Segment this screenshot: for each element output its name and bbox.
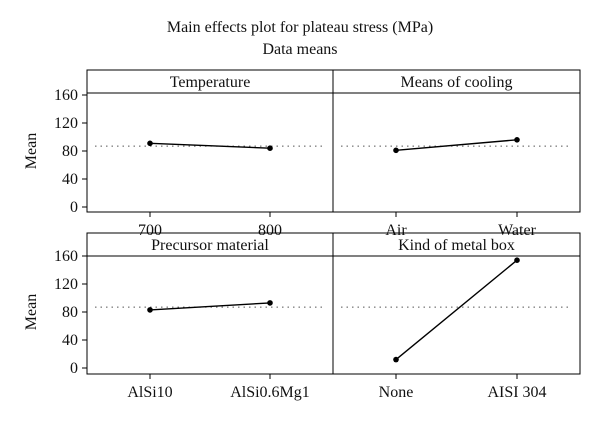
y-tick-label: 80 <box>62 304 78 321</box>
y-tick-label: 0 <box>70 199 78 216</box>
data-point <box>393 356 399 363</box>
panel-header-label: Kind of metal box <box>398 237 515 254</box>
panel-header-label: Temperature <box>170 74 251 91</box>
y-tick-label: 160 <box>54 248 78 265</box>
data-point <box>393 147 399 154</box>
x-tick-label: AISI 304 <box>487 384 546 401</box>
data-point <box>514 137 520 143</box>
x-tick-label: None <box>379 384 414 401</box>
x-tick-label: 800 <box>258 222 282 239</box>
data-point <box>267 300 273 306</box>
series-line <box>149 142 271 149</box>
y-tick-label: 80 <box>62 143 78 160</box>
panel-frame <box>86 69 334 213</box>
panel-3: Precursor material AlSi10 AlSi0.6Mg1 <box>86 232 334 401</box>
data-point <box>514 257 520 264</box>
panel-header-label: Means of cooling <box>401 74 513 91</box>
panel-1: Temperature 700 800 <box>86 69 334 239</box>
series-line <box>395 259 518 361</box>
y-tick-label: 0 <box>70 360 78 377</box>
y-tick-label: 120 <box>54 276 78 293</box>
x-tick-label: 700 <box>138 222 162 239</box>
panel-frame <box>332 232 581 375</box>
panel-header-label: Precursor material <box>151 237 269 254</box>
y-tick-label: 160 <box>54 87 78 104</box>
panel-frame <box>332 69 581 213</box>
x-tick-label: AlSi0.6Mg1 <box>230 384 310 401</box>
x-tick-label: Air <box>385 222 407 239</box>
y-tick-label: 40 <box>62 332 78 349</box>
chart-title: Main effects plot for plateau stress (MP… <box>166 19 434 36</box>
y-axis-label: Mean <box>23 133 40 169</box>
data-point <box>147 307 153 313</box>
series-line <box>395 139 518 151</box>
x-tick-label: Water <box>498 222 536 239</box>
chart-subtitle: Data means <box>262 41 338 58</box>
y-axis-label: Mean <box>23 294 40 330</box>
series-line <box>149 302 271 311</box>
y-tick-label: 120 <box>54 115 78 132</box>
panel-frame <box>86 232 334 375</box>
data-point <box>267 145 273 151</box>
x-tick-label: AlSi10 <box>127 384 172 401</box>
panel-4: Kind of metal box None AISI 304 <box>332 232 581 401</box>
panel-2: Means of cooling Air Water <box>332 69 581 239</box>
y-tick-label: 40 <box>62 171 78 188</box>
data-point <box>147 140 153 147</box>
